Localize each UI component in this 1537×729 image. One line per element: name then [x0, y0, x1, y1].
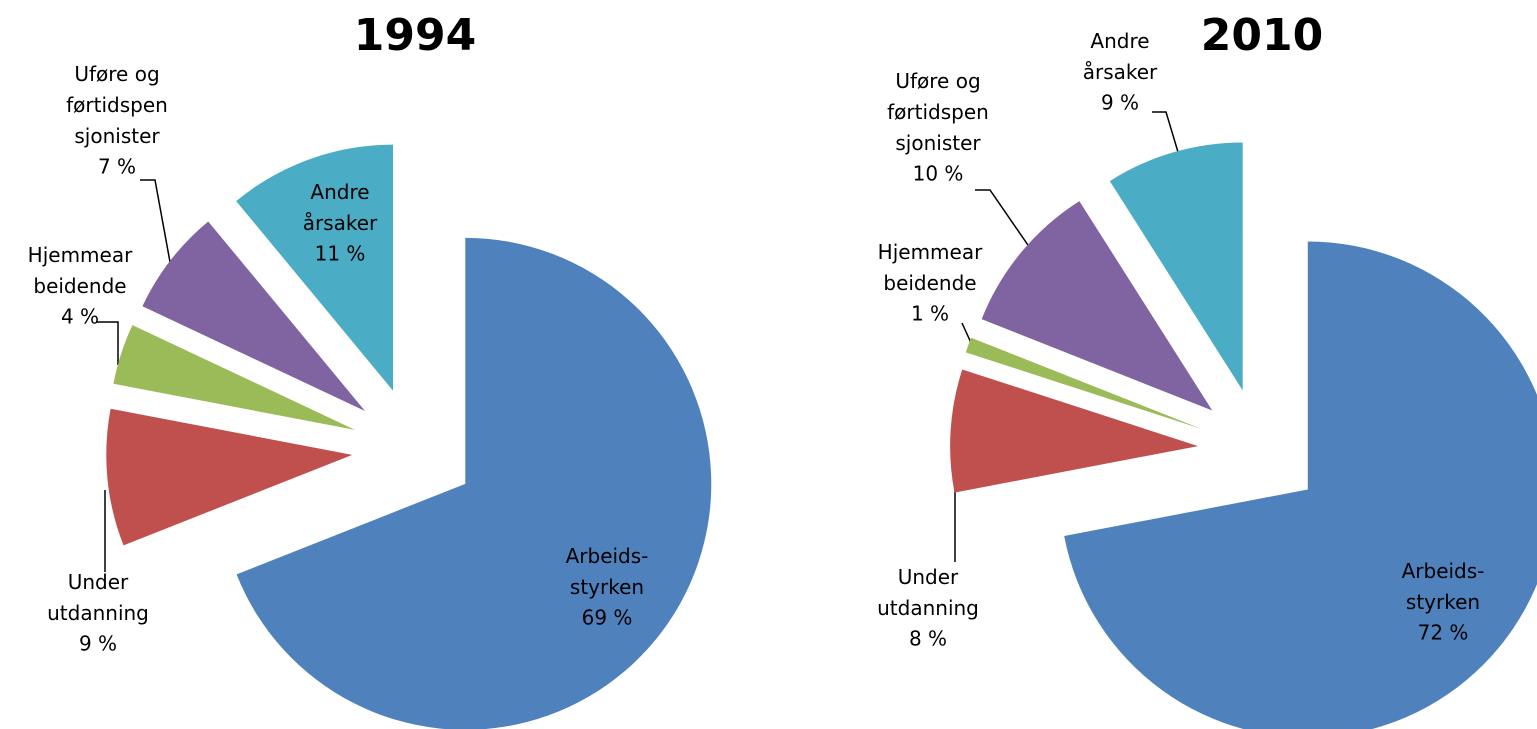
slice-label: Hjemmear beidende	[28, 243, 133, 298]
leader-line	[96, 321, 119, 365]
value-label: 72 %	[1418, 621, 1469, 645]
label-line: førtidspen	[66, 93, 168, 117]
label-line: utdanning	[877, 596, 979, 620]
label-line: Arbeids-	[1402, 559, 1485, 583]
leader-line	[1152, 111, 1179, 153]
label-line: Hjemmear	[28, 243, 133, 267]
label-line: førtidspen	[887, 100, 989, 124]
label-line: Uføre og	[895, 69, 980, 93]
slice-label: Andre årsaker	[1083, 29, 1158, 84]
label-line: Under	[68, 570, 129, 594]
value-label: 4 %	[61, 305, 99, 329]
value-label: 10 %	[913, 162, 964, 186]
label-line: Arbeids-	[566, 544, 649, 568]
value-label: 7 %	[98, 155, 136, 179]
label-line: utdanning	[47, 601, 149, 625]
label-line: beidende	[883, 271, 976, 295]
leader-line	[975, 189, 1031, 249]
pie-slice	[236, 144, 393, 391]
slice-label: Andre årsaker	[303, 180, 378, 235]
label-line: årsaker	[303, 211, 378, 235]
pie-slice	[113, 325, 356, 430]
leader-line	[140, 179, 171, 263]
pie-slice	[236, 237, 712, 729]
label-line: Andre	[310, 180, 369, 204]
value-label: 8 %	[909, 627, 947, 651]
pie-slice	[1064, 241, 1537, 729]
pie-slice	[965, 337, 1202, 429]
pie-slice	[981, 201, 1213, 411]
label-line: Under	[898, 565, 959, 589]
slice-label: Uføre og førtidspen sjonister	[887, 69, 989, 155]
slice-label: Uføre og førtidspen sjonister	[66, 62, 168, 148]
label-line: Hjemmear	[878, 240, 983, 264]
label-line: beidende	[33, 274, 126, 298]
value-label: 1 %	[911, 302, 949, 326]
chart-title: 2010	[1201, 10, 1323, 61]
value-label: 69 %	[582, 606, 633, 630]
value-label: 11 %	[315, 242, 366, 266]
value-label: 9 %	[1101, 91, 1139, 115]
label-line: Andre	[1090, 29, 1149, 53]
slice-label: Arbeids-styrken	[1402, 559, 1485, 614]
label-line: styrken	[1406, 590, 1480, 614]
value-label: 9 %	[79, 632, 117, 656]
slice-label: Arbeids-styrken	[566, 544, 649, 599]
label-line: sjonister	[74, 124, 160, 148]
label-line: årsaker	[1083, 60, 1158, 84]
slice-label: Hjemmear beidende	[878, 240, 983, 295]
pie-slice	[1109, 142, 1243, 391]
label-line: styrken	[570, 575, 644, 599]
chart-title: 1994	[354, 10, 476, 61]
pie-slice	[106, 408, 353, 546]
slice-label: Under utdanning	[47, 570, 149, 625]
label-line: sjonister	[895, 131, 981, 155]
label-line: Uføre og	[74, 62, 159, 86]
slice-label: Under utdanning	[877, 565, 979, 620]
pie-slice	[142, 221, 366, 411]
pie-slice	[950, 369, 1199, 493]
